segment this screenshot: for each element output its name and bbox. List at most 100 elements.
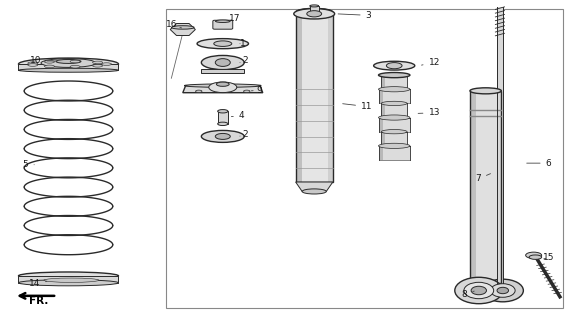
Ellipse shape — [28, 64, 38, 66]
Ellipse shape — [526, 252, 542, 259]
Circle shape — [482, 279, 523, 302]
Bar — [201, 69, 244, 73]
Circle shape — [455, 277, 503, 304]
Ellipse shape — [18, 272, 118, 280]
FancyBboxPatch shape — [213, 20, 233, 29]
Circle shape — [464, 282, 494, 299]
Ellipse shape — [374, 61, 415, 70]
Bar — [381, 103, 385, 117]
Text: 10: 10 — [30, 56, 57, 66]
Bar — [379, 117, 410, 132]
Ellipse shape — [197, 39, 249, 49]
Text: 5: 5 — [23, 160, 34, 169]
Bar — [379, 146, 383, 160]
Text: 12: 12 — [422, 58, 440, 67]
Text: 16: 16 — [166, 20, 182, 29]
Text: 3: 3 — [338, 11, 372, 20]
Ellipse shape — [381, 101, 407, 106]
Text: 15: 15 — [543, 253, 554, 262]
Bar — [381, 75, 407, 89]
Bar — [497, 7, 503, 283]
Text: 2: 2 — [240, 130, 249, 139]
Ellipse shape — [70, 65, 80, 68]
Ellipse shape — [215, 20, 230, 22]
Bar — [295, 12, 333, 182]
Text: 11: 11 — [343, 102, 373, 111]
Ellipse shape — [470, 88, 501, 94]
Bar — [166, 9, 563, 308]
Ellipse shape — [18, 68, 118, 72]
Circle shape — [497, 287, 508, 294]
Ellipse shape — [28, 62, 38, 65]
Ellipse shape — [307, 11, 321, 17]
Text: FR.: FR. — [28, 296, 48, 306]
Bar — [381, 75, 385, 89]
Ellipse shape — [529, 255, 542, 260]
Circle shape — [471, 286, 486, 295]
Ellipse shape — [201, 55, 244, 69]
Ellipse shape — [310, 5, 319, 7]
Ellipse shape — [215, 133, 230, 140]
Text: 7: 7 — [475, 174, 490, 183]
Text: 13: 13 — [418, 108, 440, 117]
Text: 6: 6 — [527, 159, 552, 168]
Text: 4: 4 — [231, 111, 245, 120]
Ellipse shape — [216, 82, 229, 86]
Text: 8: 8 — [462, 290, 474, 299]
Ellipse shape — [18, 280, 118, 286]
Ellipse shape — [379, 143, 410, 148]
Ellipse shape — [92, 64, 103, 67]
Ellipse shape — [185, 84, 261, 87]
Ellipse shape — [294, 9, 335, 19]
Ellipse shape — [215, 59, 230, 67]
Bar — [381, 103, 407, 117]
Bar — [379, 89, 410, 103]
Ellipse shape — [171, 26, 194, 29]
Bar — [470, 91, 501, 283]
Ellipse shape — [18, 58, 118, 70]
Ellipse shape — [44, 60, 54, 63]
Bar — [379, 117, 383, 132]
Bar — [476, 280, 495, 283]
Ellipse shape — [209, 82, 237, 92]
Ellipse shape — [381, 130, 407, 134]
Text: 9: 9 — [252, 86, 261, 95]
Polygon shape — [183, 86, 263, 93]
Bar — [497, 91, 501, 283]
Ellipse shape — [379, 115, 410, 120]
Bar — [18, 276, 118, 283]
Ellipse shape — [70, 60, 80, 63]
Bar — [18, 64, 118, 70]
Bar — [328, 12, 333, 182]
Ellipse shape — [387, 63, 402, 69]
Text: 17: 17 — [228, 14, 240, 23]
Circle shape — [490, 284, 515, 297]
Bar — [470, 91, 476, 283]
Ellipse shape — [218, 109, 228, 113]
Bar — [295, 12, 302, 182]
Bar — [310, 6, 319, 14]
Ellipse shape — [214, 41, 232, 46]
Bar — [379, 146, 410, 160]
Ellipse shape — [379, 87, 410, 92]
Text: 14: 14 — [28, 279, 47, 288]
Bar — [295, 12, 333, 182]
Ellipse shape — [44, 65, 54, 68]
Ellipse shape — [379, 73, 410, 78]
Ellipse shape — [243, 90, 250, 92]
Ellipse shape — [92, 61, 103, 64]
Ellipse shape — [302, 189, 326, 194]
Bar — [381, 132, 385, 146]
Bar — [379, 89, 383, 103]
Ellipse shape — [56, 60, 81, 63]
Ellipse shape — [218, 122, 228, 125]
Polygon shape — [295, 182, 333, 191]
Ellipse shape — [201, 131, 244, 142]
Ellipse shape — [381, 73, 407, 77]
Text: 2: 2 — [240, 56, 249, 66]
Bar — [470, 91, 501, 283]
Text: 1: 1 — [240, 38, 246, 48]
Ellipse shape — [295, 8, 333, 16]
Ellipse shape — [41, 59, 96, 68]
Bar — [218, 111, 228, 124]
